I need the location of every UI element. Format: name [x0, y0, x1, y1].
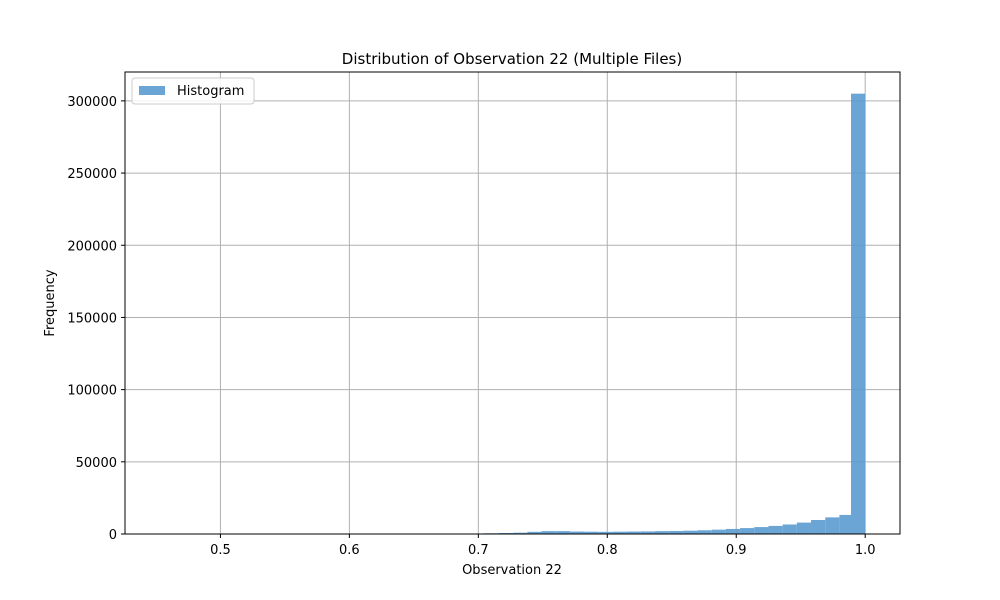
x-tick-label: 0.9	[726, 543, 747, 558]
legend-swatch	[139, 86, 165, 95]
histogram-bar	[527, 531, 542, 534]
y-tick-label: 150000	[67, 311, 117, 326]
y-axis-label: Frequency	[43, 269, 58, 336]
histogram-bar	[725, 528, 741, 534]
histogram-bar	[513, 532, 528, 534]
grid-lines	[125, 72, 900, 535]
legend-frame	[131, 77, 255, 105]
y-tick-label: 0	[109, 528, 117, 543]
x-axis: 0.5 0.6 0.7 0.8 0.9 1.0	[210, 534, 876, 558]
histogram-bar	[541, 531, 556, 534]
y-tick-label: 300000	[67, 95, 117, 110]
x-axis-label: Observation 22	[462, 563, 562, 578]
histogram-bar	[697, 530, 712, 534]
histogram-bar	[683, 530, 698, 534]
histogram-bar	[754, 527, 769, 534]
y-tick-label: 250000	[67, 167, 117, 182]
histogram-bar	[555, 531, 570, 534]
x-tick-label: 0.5	[210, 543, 231, 558]
x-tick-label: 0.8	[597, 543, 618, 558]
x-tick-label: 0.6	[339, 543, 360, 558]
plot-frame	[124, 71, 901, 535]
histogram-bar	[626, 531, 641, 534]
histogram-bar	[811, 519, 826, 534]
histogram-bar	[839, 514, 851, 534]
histogram-bar	[584, 531, 599, 534]
histogram-bar	[612, 531, 627, 534]
histogram-bar	[796, 522, 812, 534]
histogram-bars	[483, 93, 866, 534]
histogram-bar	[825, 517, 840, 534]
x-tick-label: 1.0	[855, 543, 876, 558]
y-tick-label: 100000	[67, 384, 117, 399]
histogram-bar	[850, 93, 866, 534]
histogram-bar	[768, 525, 783, 534]
histogram-bar	[569, 531, 585, 534]
histogram-bar	[598, 531, 613, 534]
histogram-bar	[782, 524, 797, 534]
y-tick-label: 50000	[76, 456, 117, 471]
histogram-bar	[498, 532, 514, 534]
x-tick-label: 0.7	[468, 543, 489, 558]
legend: Histogram	[131, 77, 255, 105]
histogram-bar	[654, 531, 670, 534]
histogram-bar	[669, 530, 684, 534]
chart-title: Distribution of Observation 22 (Multiple…	[342, 50, 682, 68]
y-tick-label: 200000	[67, 239, 117, 254]
y-axis: 0 50000 100000 150000 200000 250000 300000	[67, 95, 125, 543]
histogram-bar	[711, 529, 726, 534]
histogram-bar	[740, 528, 755, 534]
legend-label: Histogram	[177, 84, 244, 99]
histogram-bar	[640, 531, 655, 534]
